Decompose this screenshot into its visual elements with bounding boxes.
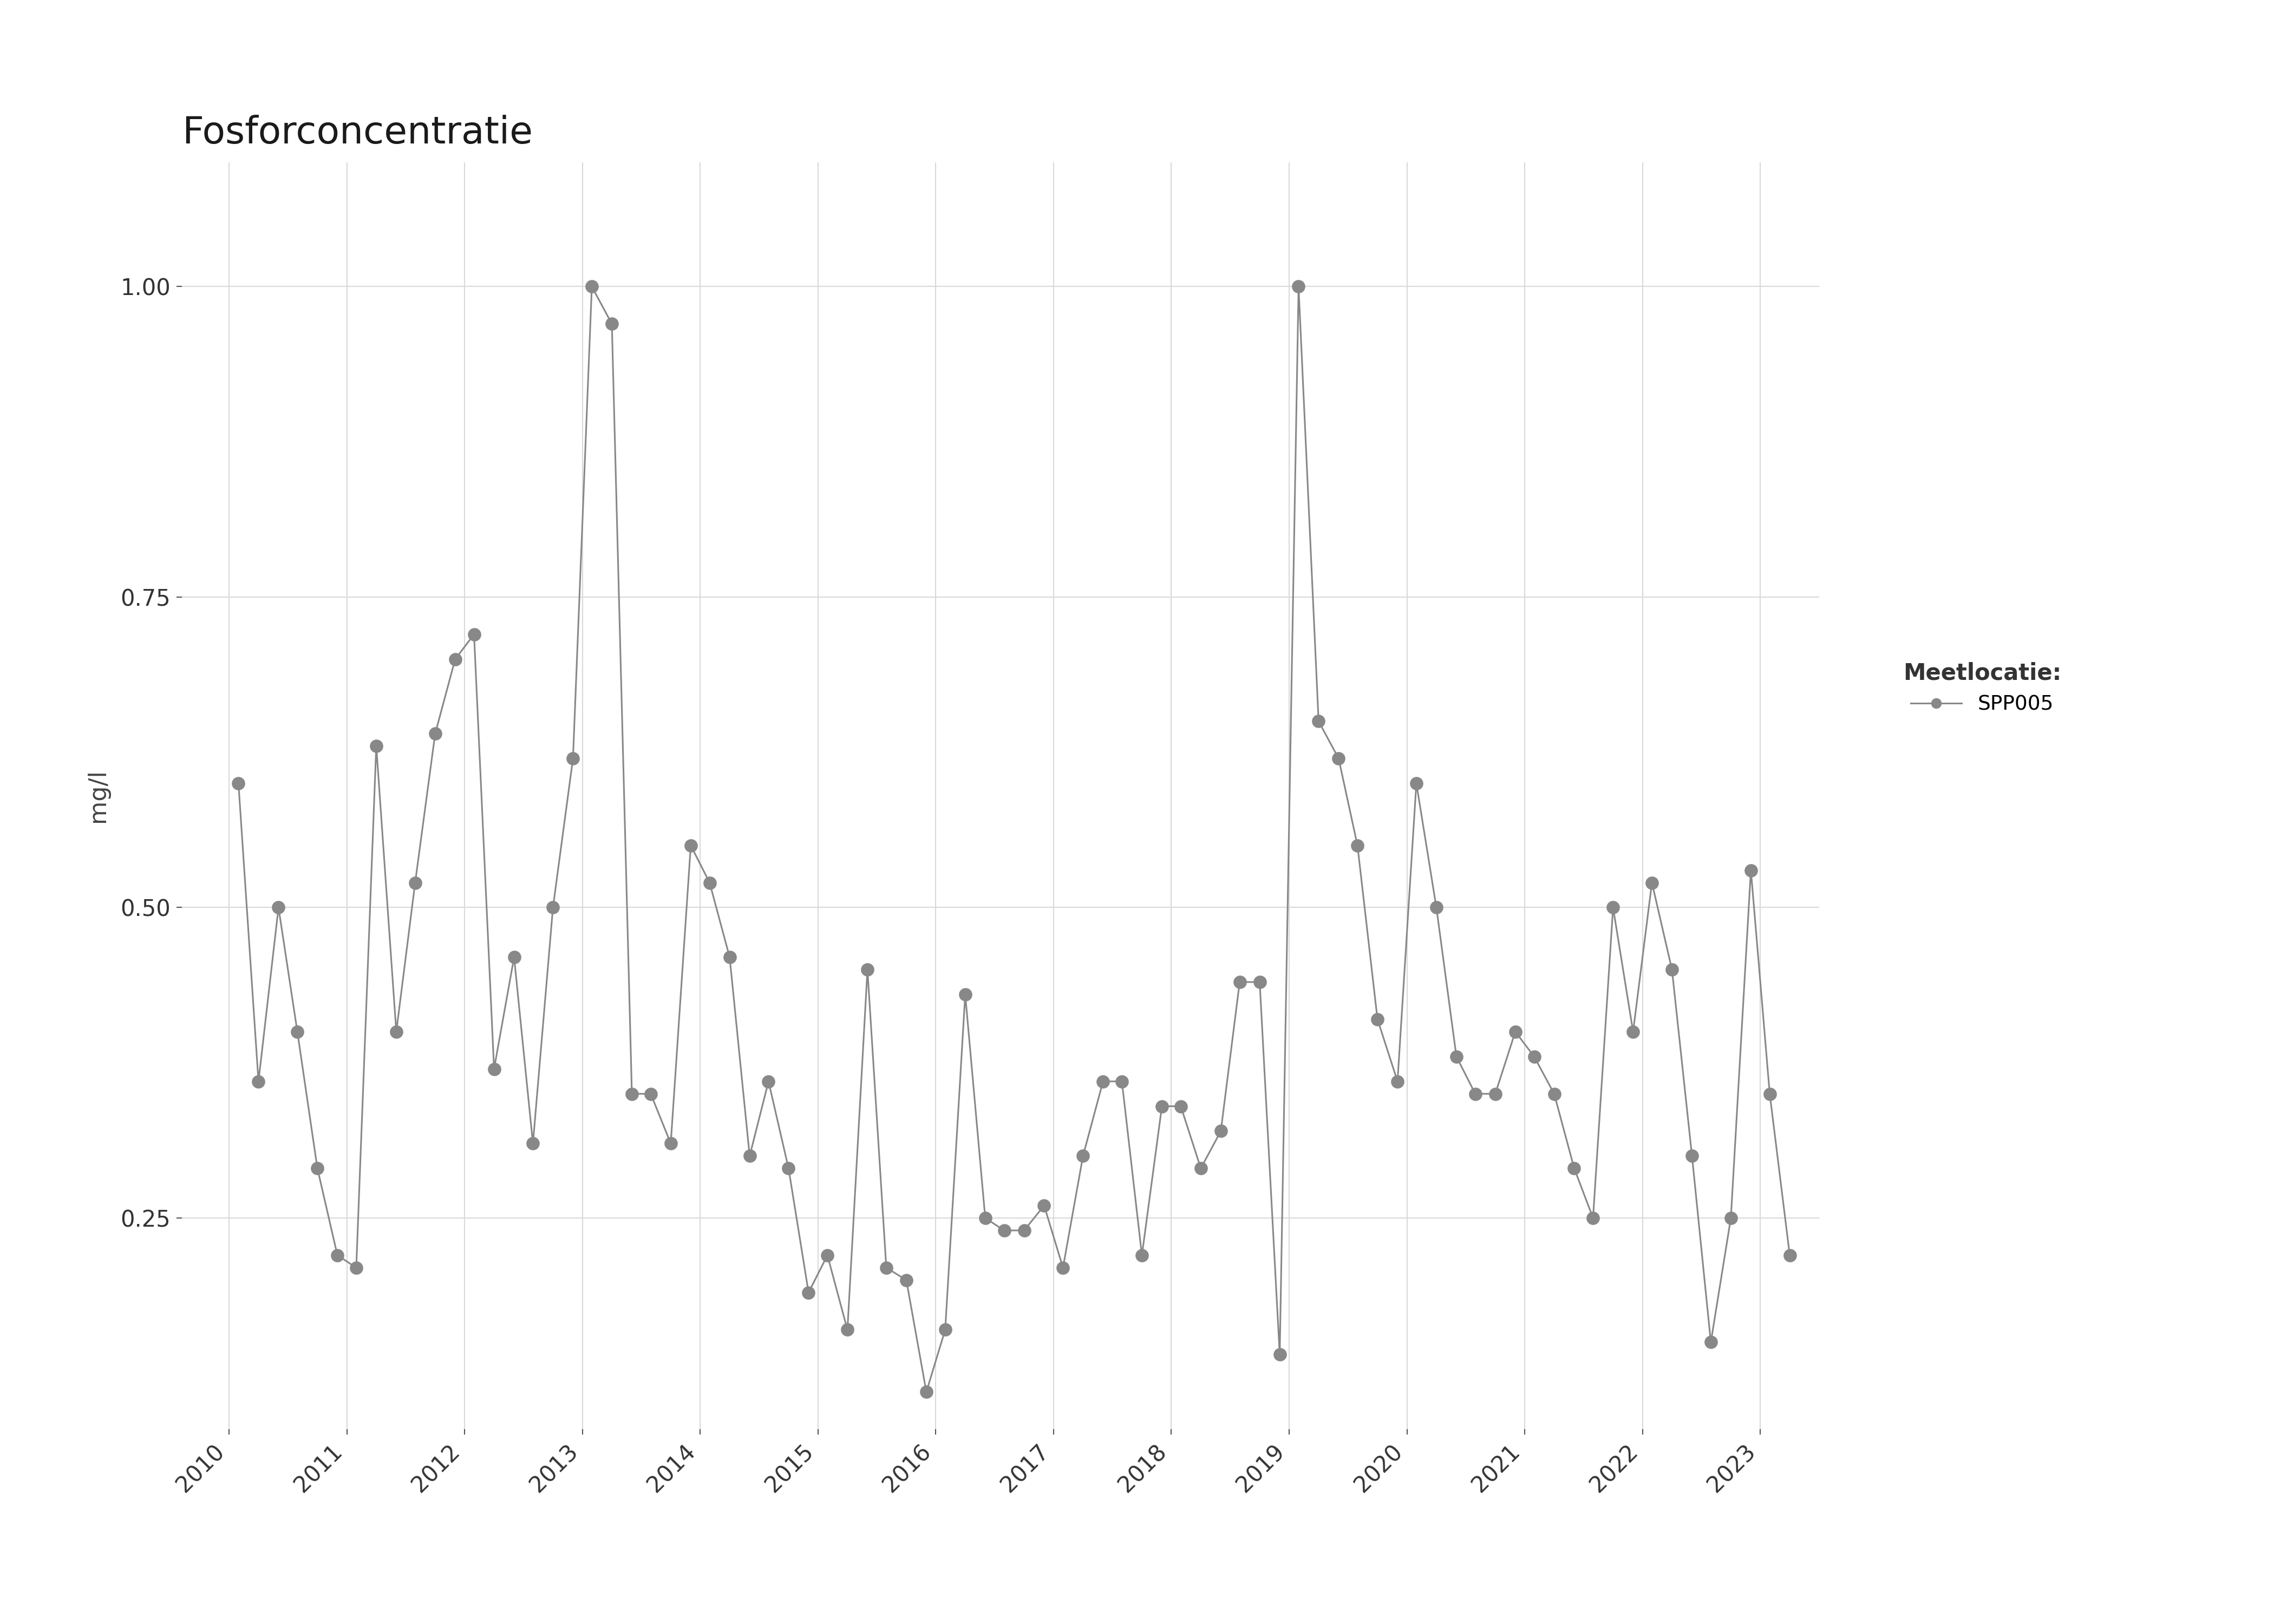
Point [318,1242,355,1268]
Point [398,870,434,896]
Point [1262,1341,1298,1367]
Point [1496,1018,1533,1044]
Point [1026,1192,1062,1218]
Point [1301,708,1337,734]
Point [1064,1143,1101,1169]
Point [1203,1117,1239,1143]
Point [1674,1143,1710,1169]
Point [241,1069,277,1095]
Point [1576,1205,1612,1231]
Point [280,1018,316,1044]
Point [339,1255,375,1281]
Point [1692,1328,1728,1354]
Point [712,944,748,970]
Point [653,1130,689,1156]
Point [691,870,728,896]
Point [1321,745,1358,771]
Point [1535,1082,1571,1108]
Point [1594,895,1630,921]
Point [946,981,982,1007]
Point [1419,895,1455,921]
Point [869,1255,905,1281]
Point [1144,1093,1180,1119]
Point [632,1082,669,1108]
Point [1085,1069,1121,1095]
Point [1162,1093,1198,1119]
Point [1615,1018,1651,1044]
Point [1044,1255,1080,1281]
Point [771,1155,807,1181]
Point [810,1242,846,1268]
Text: Fosforconcentratie: Fosforconcentratie [182,115,532,151]
Point [791,1280,828,1306]
Point [1005,1218,1041,1244]
Point [1182,1155,1219,1181]
Point [1242,970,1278,996]
Point [889,1267,926,1293]
Point [1380,1069,1417,1095]
Point [1653,957,1690,983]
Point [1360,1007,1396,1033]
Point [357,732,393,758]
Point [555,745,591,771]
Legend: SPP005: SPP005 [1894,654,2069,723]
Point [514,1130,550,1156]
Point [614,1082,650,1108]
Point [1437,1044,1474,1070]
Point [1555,1155,1592,1181]
Point [848,957,885,983]
Point [830,1317,866,1343]
Point [987,1218,1023,1244]
Point [928,1317,964,1343]
Point [1751,1082,1787,1108]
Point [907,1379,944,1405]
Point [475,1056,512,1082]
Point [1123,1242,1160,1268]
Point [750,1069,787,1095]
Point [1221,970,1258,996]
Point [594,310,630,336]
Point [437,646,473,672]
Point [1399,770,1435,796]
Point [1339,833,1376,859]
Point [377,1018,414,1044]
Point [1517,1044,1553,1070]
Point [300,1155,337,1181]
Point [673,833,709,859]
Point [221,770,257,796]
Point [732,1143,769,1169]
Point [1280,273,1317,299]
Y-axis label: mg/l: mg/l [86,770,109,822]
Point [1733,857,1769,883]
Point [496,944,532,970]
Point [1771,1242,1808,1268]
Point [534,895,571,921]
Point [1103,1069,1139,1095]
Point [1633,870,1669,896]
Point [1712,1205,1749,1231]
Point [416,721,453,747]
Point [966,1205,1003,1231]
Point [1458,1082,1494,1108]
Point [259,895,296,921]
Point [573,273,609,299]
Point [455,622,491,648]
Point [1478,1082,1514,1108]
